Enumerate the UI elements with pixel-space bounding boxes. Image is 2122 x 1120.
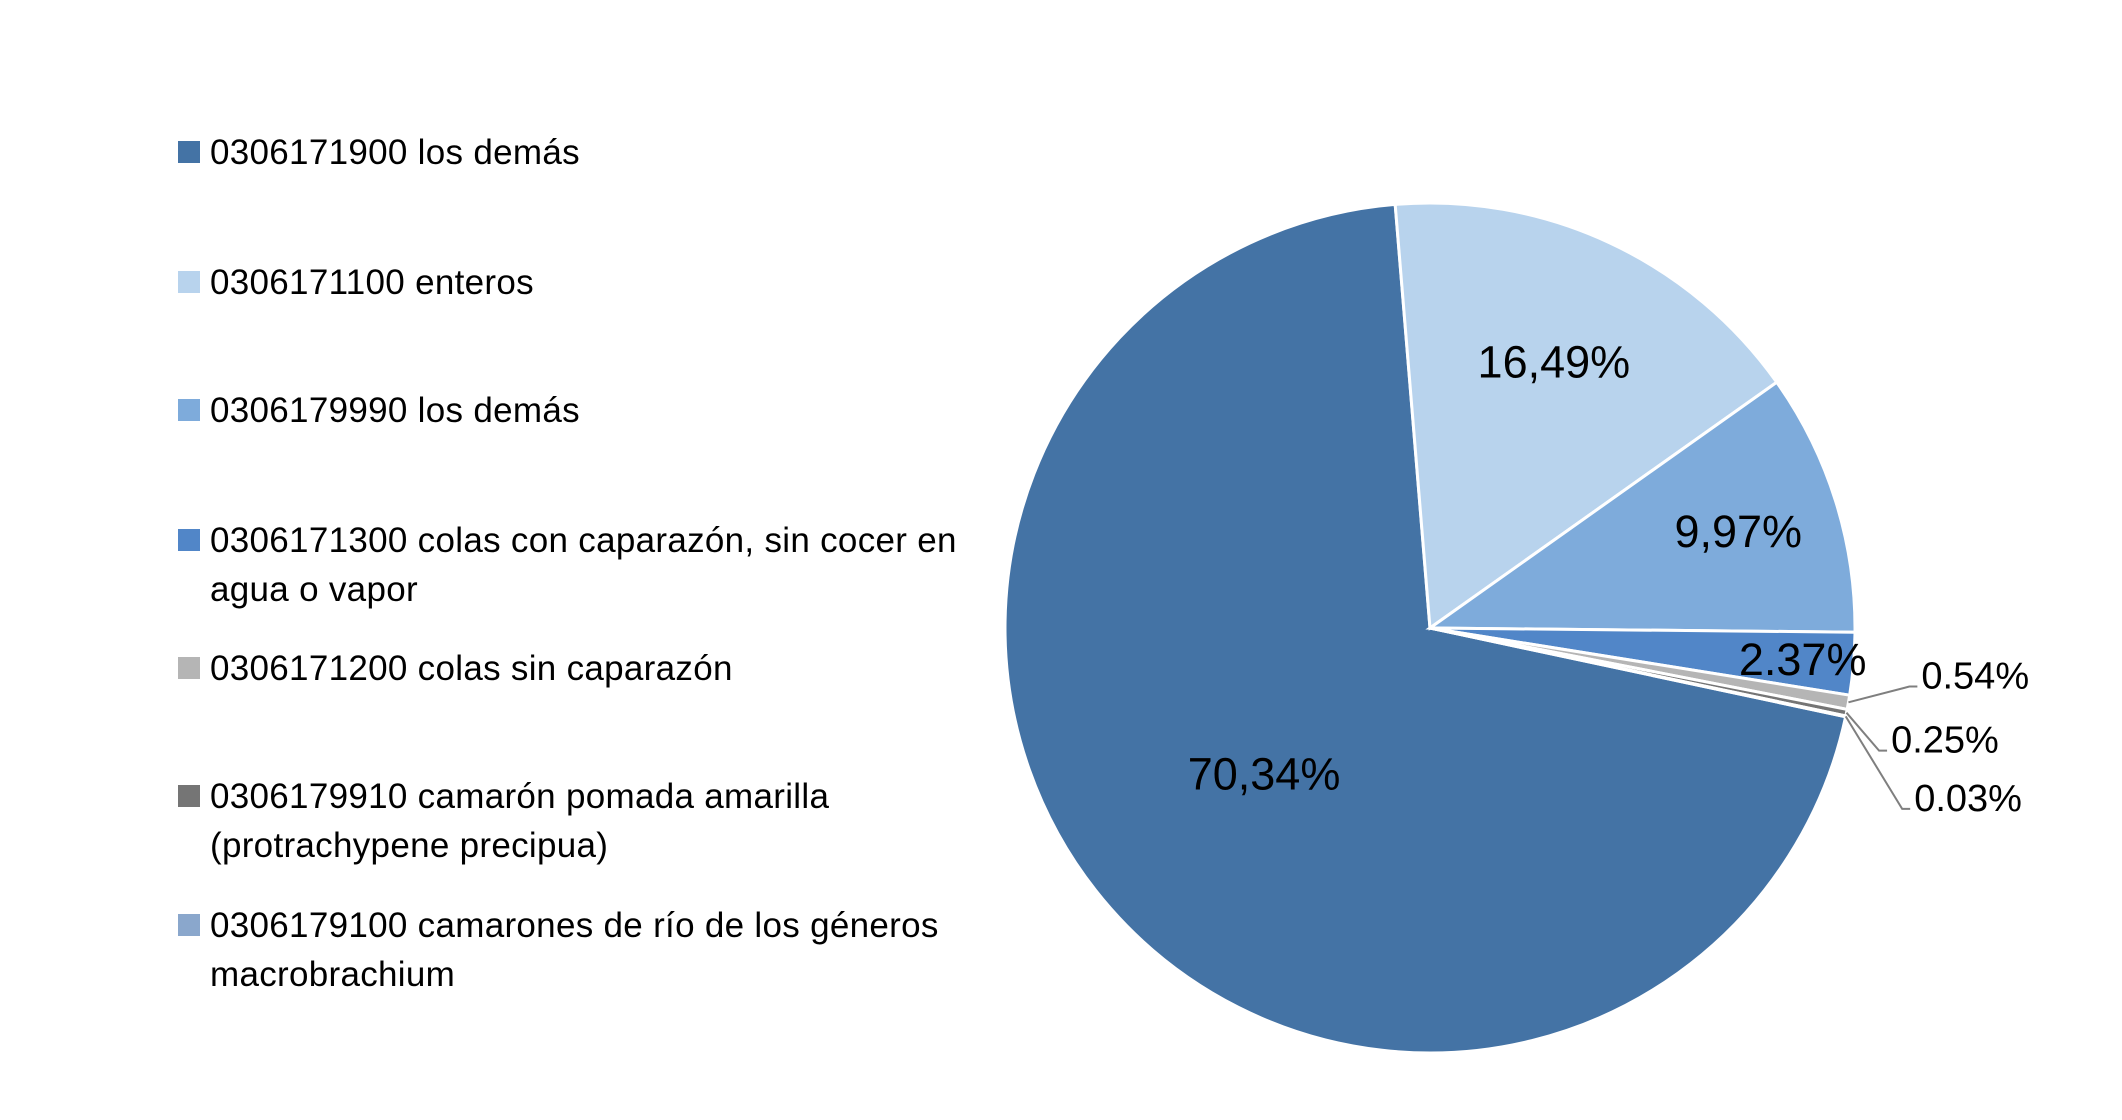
- legend-label: 0306179100 camarones de río de los géner…: [210, 906, 939, 994]
- data-label-5: 0.25%: [1891, 720, 1999, 762]
- legend-item-0306171100: 0306171100 enteros: [178, 258, 534, 307]
- data-label-6: 0.03%: [1914, 778, 2022, 820]
- legend-label: 0306171200 colas sin caparazón: [210, 649, 733, 688]
- legend-label: 0306171100 enteros: [210, 263, 534, 302]
- pie-slice-0: [1003, 202, 1848, 1055]
- leader-lines: [1844, 685, 1918, 810]
- legend-swatch: [178, 785, 200, 807]
- legend-item-0306171900: 0306171900 los demás: [178, 128, 580, 177]
- data-label-1: 16,49%: [1478, 337, 1631, 388]
- legend-label: 0306179910 camarón pomada amarilla (prot…: [210, 777, 830, 865]
- legend-swatch: [178, 271, 200, 293]
- legend-swatch: [178, 914, 200, 936]
- legend-swatch: [178, 529, 200, 551]
- legend-item-0306171200: 0306171200 colas sin caparazón: [178, 644, 733, 693]
- pie-slices: [1003, 201, 1857, 1055]
- pie-slice-2: [1425, 380, 1857, 634]
- data-label-3: 2.37%: [1739, 634, 1867, 685]
- legend-swatch: [178, 141, 200, 163]
- legend-item-0306171300: 0306171300 colas con caparazón, sin coce…: [178, 516, 957, 614]
- pie-slice-1: [1393, 201, 1779, 631]
- data-label-4: 0.54%: [1921, 656, 2029, 698]
- legend-label: 0306179990 los demás: [210, 391, 580, 430]
- legend-swatch: [178, 657, 200, 679]
- legend-item-0306179100: 0306179100 camarones de río de los géner…: [178, 901, 939, 999]
- legend-item-0306179910: 0306179910 camarón pomada amarilla (prot…: [178, 772, 829, 870]
- leader-line-4: [1848, 685, 1918, 704]
- data-labels: 70,34% 16,49% 9,97% 2.37% 0.54% 0.25% 0.03%: [1188, 337, 2029, 820]
- data-label-0: 70,34%: [1188, 748, 1341, 799]
- data-label-2: 9,97%: [1674, 506, 1802, 557]
- legend-label: 0306171300 colas con caparazón, sin coce…: [210, 521, 957, 609]
- leader-line-6: [1844, 715, 1911, 810]
- legend-label: 0306171900 los demás: [210, 133, 580, 172]
- leader-line-5: [1845, 712, 1888, 752]
- legend-swatch: [178, 399, 200, 421]
- legend-item-0306179990: 0306179990 los demás: [178, 386, 580, 435]
